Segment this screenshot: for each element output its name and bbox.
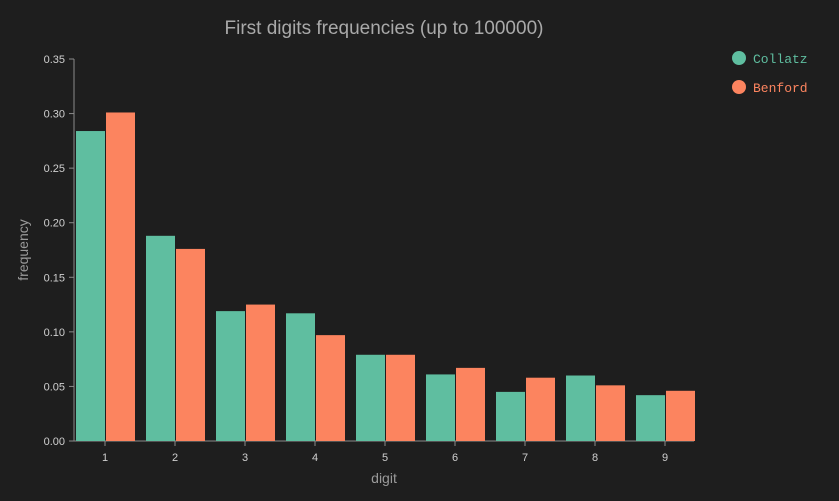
bar-collatz-5: [356, 354, 385, 441]
bar-benford-2: [176, 248, 205, 441]
bar-collatz-2: [146, 235, 175, 441]
y-tick-label: 0.30: [44, 109, 65, 121]
legend-label-collatz: Collatz: [753, 52, 808, 67]
y-tick-label: 0.25: [44, 163, 65, 175]
y-axis-label: frequency: [15, 219, 31, 280]
bar-benford-4: [316, 335, 345, 441]
chart-title: First digits frequencies (up to 100000): [225, 18, 544, 39]
x-tick-label: 8: [592, 452, 598, 464]
bar-collatz-1: [76, 131, 105, 441]
y-axis: 0.00 0.05 0.10 0.15 0.20 0.25 0.30 0.35: [44, 54, 75, 448]
legend-swatch-benford: [732, 80, 746, 94]
bar-collatz-4: [286, 313, 315, 441]
bar-collatz-8: [566, 375, 595, 441]
y-tick-label: 0.10: [44, 327, 65, 339]
bar-benford-1: [106, 112, 135, 441]
x-axis-label: digit: [371, 470, 397, 486]
y-tick-label: 0.35: [44, 54, 65, 66]
bar-collatz-3: [216, 311, 245, 441]
x-tick-label: 6: [452, 452, 458, 464]
y-tick-label: 0.05: [44, 381, 65, 393]
bar-benford-5: [386, 354, 415, 441]
bars: [76, 112, 695, 441]
x-tick-label: 4: [312, 452, 318, 464]
bar-benford-6: [456, 367, 485, 441]
bar-benford-3: [246, 304, 275, 441]
x-tick-label: 3: [242, 452, 248, 464]
y-tick-label: 0.00: [44, 436, 65, 448]
y-tick-label: 0.20: [44, 218, 65, 230]
legend-swatch-collatz: [732, 51, 746, 65]
bar-benford-9: [666, 390, 695, 441]
bar-collatz-7: [496, 391, 525, 441]
x-tick-label: 7: [522, 452, 528, 464]
legend: Collatz Benford: [732, 51, 808, 96]
x-axis: 1 2 3 4 5 6 7 8 9: [74, 440, 694, 464]
x-tick-label: 2: [172, 452, 178, 464]
legend-label-benford: Benford: [753, 81, 808, 96]
x-tick-label: 5: [382, 452, 388, 464]
x-tick-label: 9: [662, 452, 668, 464]
bar-collatz-6: [426, 374, 455, 441]
y-tick-label: 0.15: [44, 272, 65, 284]
bar-collatz-9: [636, 395, 665, 441]
bar-benford-7: [526, 377, 555, 441]
bar-benford-8: [596, 385, 625, 441]
x-tick-label: 1: [102, 452, 108, 464]
